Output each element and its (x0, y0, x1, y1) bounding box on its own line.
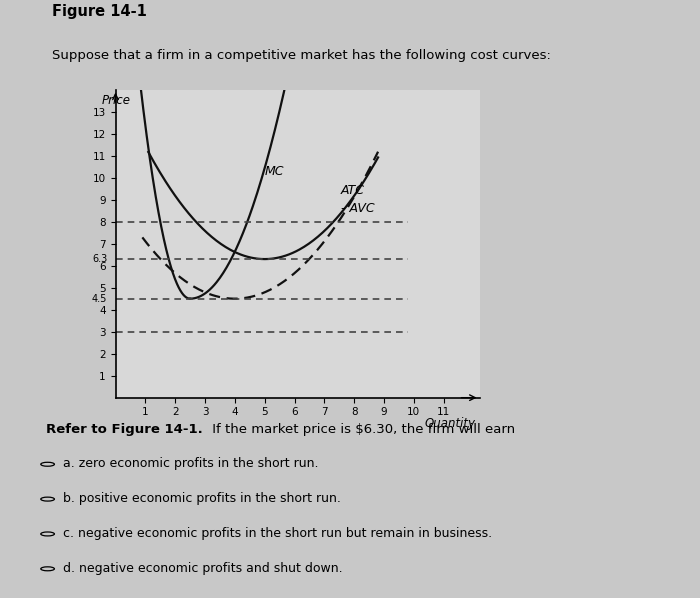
Text: d. negative economic profits and shut down.: d. negative economic profits and shut do… (63, 562, 342, 575)
Text: c. negative economic profits in the short run but remain in business.: c. negative economic profits in the shor… (63, 527, 492, 540)
Text: Suppose that a firm in a competitive market has the following cost curves:: Suppose that a firm in a competitive mar… (52, 48, 552, 62)
Text: ATC: ATC (341, 184, 365, 197)
Text: If the market price is $6.30, the firm will earn: If the market price is $6.30, the firm w… (208, 423, 515, 436)
Text: Figure 14-1: Figure 14-1 (52, 4, 148, 19)
Text: b. positive economic profits in the short run.: b. positive economic profits in the shor… (63, 492, 341, 505)
Text: Price: Price (102, 94, 131, 107)
Text: MC: MC (265, 166, 284, 178)
Text: 4.5: 4.5 (92, 294, 107, 304)
Text: 6.3: 6.3 (92, 254, 107, 264)
Text: a. zero economic profits in the short run.: a. zero economic profits in the short ru… (63, 457, 318, 470)
Text: - AVC: - AVC (341, 203, 374, 215)
Text: Refer to Figure 14-1.: Refer to Figure 14-1. (46, 423, 202, 436)
Text: Quantity: Quantity (424, 417, 475, 431)
